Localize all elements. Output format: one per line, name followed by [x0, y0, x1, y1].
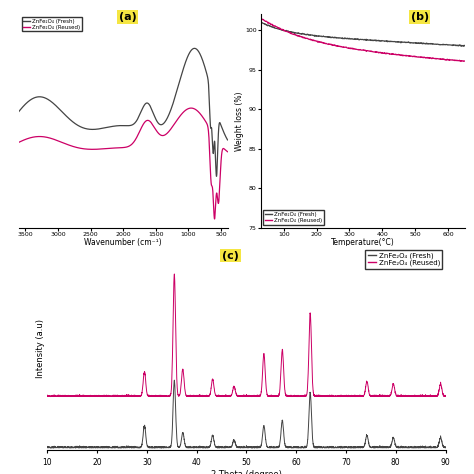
Text: (c): (c)	[222, 251, 239, 261]
X-axis label: Temperature(°C): Temperature(°C)	[331, 238, 394, 247]
Y-axis label: Weight loss (%): Weight loss (%)	[235, 91, 244, 151]
X-axis label: Wavenumber (cm⁻¹): Wavenumber (cm⁻¹)	[84, 238, 162, 247]
Legend: ZnFe₂O₄ (Fresh), ZnFe₂O₄ (Reused): ZnFe₂O₄ (Fresh), ZnFe₂O₄ (Reused)	[264, 210, 324, 225]
X-axis label: 2 Theta (degree): 2 Theta (degree)	[211, 470, 282, 474]
Legend: ZnFe₂O₄ (Fresh), ZnFe₂O₄ (Reused): ZnFe₂O₄ (Fresh), ZnFe₂O₄ (Reused)	[365, 250, 442, 268]
Legend: ZnFe₂O₄ (Fresh), ZnFe₂O₄ (Reused): ZnFe₂O₄ (Fresh), ZnFe₂O₄ (Reused)	[22, 17, 82, 31]
Text: (b): (b)	[410, 12, 429, 22]
Text: (a): (a)	[118, 12, 137, 22]
Y-axis label: Intensity (a.u): Intensity (a.u)	[36, 319, 45, 378]
